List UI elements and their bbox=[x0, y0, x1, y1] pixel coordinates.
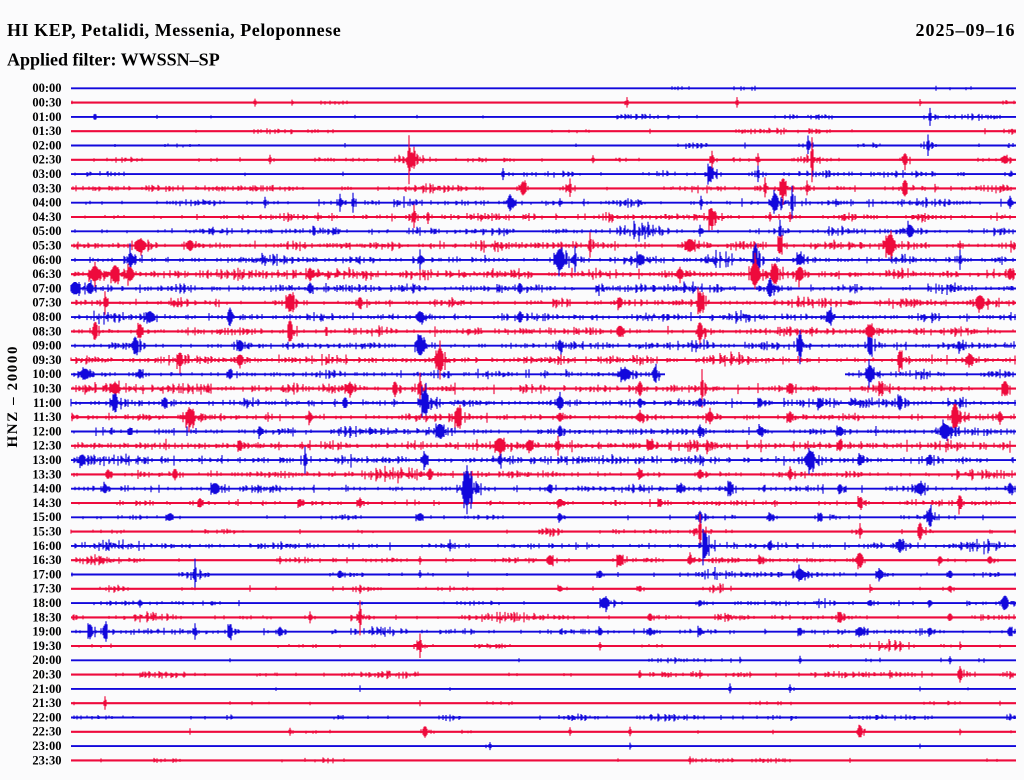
svg-text:06:30: 06:30 bbox=[32, 267, 61, 281]
svg-text:00:30: 00:30 bbox=[32, 96, 61, 110]
svg-text:16:30: 16:30 bbox=[32, 553, 61, 567]
svg-text:18:30: 18:30 bbox=[32, 610, 61, 624]
svg-text:08:30: 08:30 bbox=[32, 324, 61, 338]
svg-text:20:00: 20:00 bbox=[32, 653, 61, 667]
svg-text:20:30: 20:30 bbox=[32, 668, 61, 682]
svg-text:01:00: 01:00 bbox=[32, 110, 61, 124]
svg-text:2025–09–16: 2025–09–16 bbox=[916, 20, 1016, 40]
svg-text:04:00: 04:00 bbox=[32, 196, 61, 210]
svg-text:13:00: 13:00 bbox=[32, 453, 61, 467]
svg-text:21:30: 21:30 bbox=[32, 696, 61, 710]
svg-text:13:30: 13:30 bbox=[32, 467, 61, 481]
svg-text:17:00: 17:00 bbox=[32, 567, 61, 581]
svg-text:14:30: 14:30 bbox=[32, 496, 61, 510]
svg-text:12:30: 12:30 bbox=[32, 439, 61, 453]
svg-text:HI KEP, Petalidi, Messenia, Pe: HI KEP, Petalidi, Messenia, Peloponnese bbox=[7, 20, 341, 40]
svg-text:09:30: 09:30 bbox=[32, 353, 61, 367]
svg-text:HNZ – 20000: HNZ – 20000 bbox=[5, 345, 21, 448]
svg-text:04:30: 04:30 bbox=[32, 210, 61, 224]
svg-text:23:30: 23:30 bbox=[32, 753, 61, 767]
svg-text:17:30: 17:30 bbox=[32, 582, 61, 596]
svg-text:Applied filter: WWSSN–SP: Applied filter: WWSSN–SP bbox=[7, 50, 220, 70]
svg-text:07:30: 07:30 bbox=[32, 296, 61, 310]
svg-text:10:00: 10:00 bbox=[32, 367, 61, 381]
svg-text:05:30: 05:30 bbox=[32, 239, 61, 253]
svg-text:02:30: 02:30 bbox=[32, 153, 61, 167]
svg-text:06:00: 06:00 bbox=[32, 253, 61, 267]
svg-text:09:00: 09:00 bbox=[32, 339, 61, 353]
svg-text:23:00: 23:00 bbox=[32, 739, 61, 753]
svg-text:10:30: 10:30 bbox=[32, 382, 61, 396]
svg-text:12:00: 12:00 bbox=[32, 424, 61, 438]
svg-text:08:00: 08:00 bbox=[32, 310, 61, 324]
svg-text:19:00: 19:00 bbox=[32, 625, 61, 639]
svg-text:02:00: 02:00 bbox=[32, 138, 61, 152]
svg-text:16:00: 16:00 bbox=[32, 539, 61, 553]
svg-text:19:30: 19:30 bbox=[32, 639, 61, 653]
svg-text:22:30: 22:30 bbox=[32, 725, 61, 739]
svg-text:03:30: 03:30 bbox=[32, 181, 61, 195]
svg-text:14:00: 14:00 bbox=[32, 482, 61, 496]
svg-text:01:30: 01:30 bbox=[32, 124, 61, 138]
svg-text:11:00: 11:00 bbox=[33, 396, 61, 410]
svg-text:18:00: 18:00 bbox=[32, 596, 61, 610]
svg-text:11:30: 11:30 bbox=[33, 410, 61, 424]
svg-text:15:30: 15:30 bbox=[32, 525, 61, 539]
svg-text:03:00: 03:00 bbox=[32, 167, 61, 181]
svg-text:00:00: 00:00 bbox=[32, 81, 61, 95]
svg-text:07:00: 07:00 bbox=[32, 281, 61, 295]
svg-text:21:00: 21:00 bbox=[32, 682, 61, 696]
svg-text:05:00: 05:00 bbox=[32, 224, 61, 238]
svg-text:15:00: 15:00 bbox=[32, 510, 61, 524]
svg-text:22:00: 22:00 bbox=[32, 710, 61, 724]
